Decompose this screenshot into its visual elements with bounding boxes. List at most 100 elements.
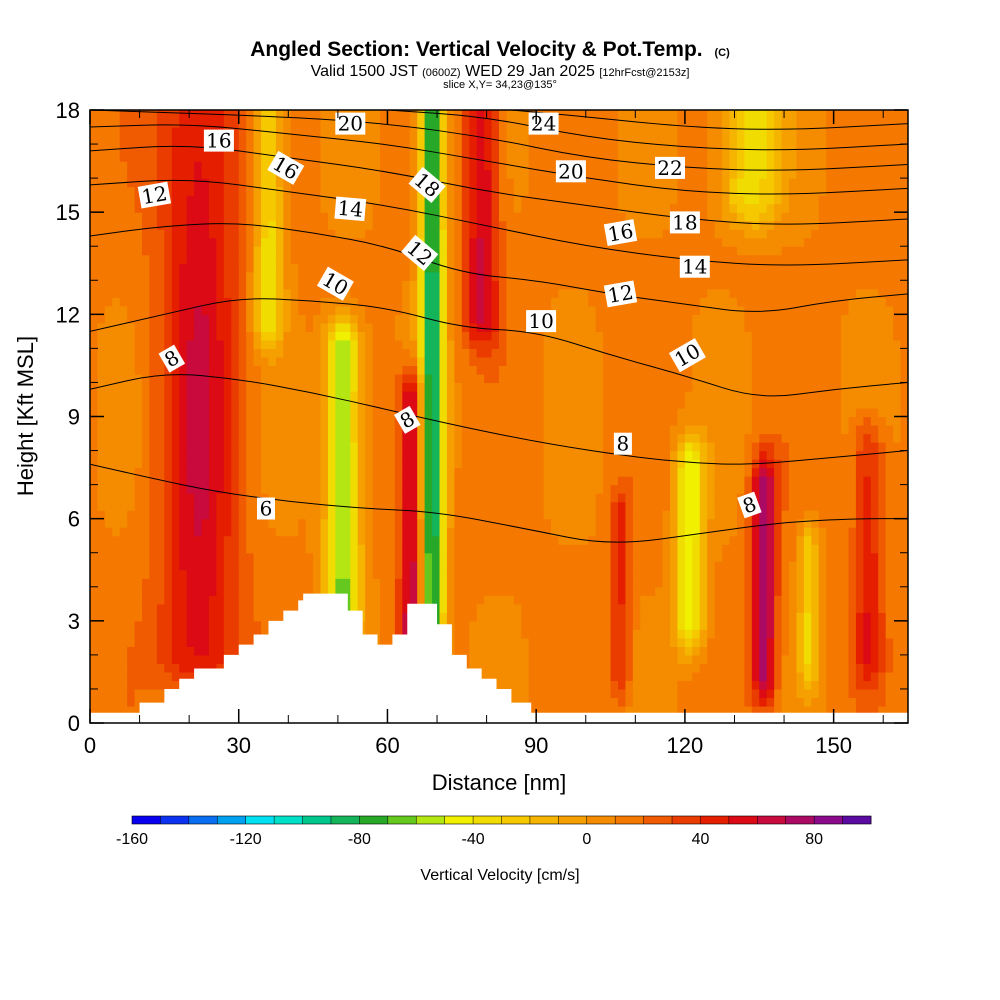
velocity-cell — [565, 339, 574, 349]
velocity-cell — [521, 697, 530, 707]
velocity-cell — [268, 118, 277, 128]
velocity-cell — [283, 459, 292, 469]
velocity-cell — [216, 331, 225, 341]
velocity-cell — [372, 390, 381, 401]
velocity-cell — [580, 510, 589, 520]
velocity-cell — [565, 373, 574, 384]
velocity-cell — [387, 390, 396, 401]
velocity-cell — [484, 637, 493, 647]
velocity-cell — [127, 169, 136, 179]
velocity-cell — [424, 450, 433, 460]
velocity-cell — [134, 263, 143, 273]
velocity-cell — [469, 356, 478, 367]
velocity-cell — [446, 603, 455, 613]
velocity-cell — [216, 510, 225, 520]
velocity-cell — [506, 561, 515, 571]
velocity-cell — [142, 654, 151, 664]
velocity-cell — [446, 390, 455, 401]
velocity-cell — [506, 493, 515, 503]
velocity-cell — [565, 322, 574, 332]
velocity-cell — [149, 390, 158, 401]
velocity-cell — [365, 127, 374, 137]
velocity-cell — [112, 135, 121, 145]
velocity-cell — [268, 433, 277, 443]
velocity-cell — [149, 110, 158, 120]
velocity-cell — [551, 654, 560, 664]
velocity-cell — [513, 169, 522, 179]
velocity-cell — [402, 544, 411, 554]
velocity-cell — [365, 229, 374, 239]
velocity-cell — [201, 118, 210, 128]
velocity-cell — [298, 586, 307, 596]
velocity-cell — [127, 510, 136, 520]
velocity-cell — [275, 476, 284, 486]
velocity-cell — [134, 110, 143, 120]
velocity-cell — [127, 552, 136, 562]
velocity-cell — [521, 110, 530, 120]
velocity-cell — [186, 501, 195, 511]
velocity-cell — [171, 493, 180, 503]
velocity-cell — [387, 288, 396, 298]
velocity-cell — [104, 561, 113, 571]
velocity-cell — [536, 356, 545, 367]
velocity-cell — [305, 416, 314, 426]
velocity-cell — [513, 382, 522, 392]
velocity-cell — [380, 459, 389, 469]
velocity-cell — [573, 595, 582, 605]
velocity-cell — [156, 144, 165, 154]
velocity-cell — [580, 586, 589, 596]
velocity-cell — [380, 161, 389, 171]
velocity-cell — [223, 450, 232, 460]
velocity-cell — [528, 629, 537, 639]
velocity-cell — [387, 501, 396, 511]
velocity-cell — [223, 637, 232, 647]
velocity-cell — [327, 552, 336, 562]
velocity-cell — [194, 178, 203, 188]
velocity-cell — [171, 612, 180, 622]
velocity-cell — [432, 161, 441, 171]
velocity-cell — [275, 527, 284, 537]
velocity-cell — [201, 186, 210, 196]
velocity-cell — [513, 646, 522, 656]
velocity-cell — [149, 552, 158, 562]
velocity-cell — [305, 552, 314, 562]
velocity-cell — [499, 654, 508, 664]
velocity-cell — [253, 212, 262, 222]
velocity-cell — [372, 476, 381, 486]
velocity-cell — [558, 527, 567, 537]
velocity-cell — [513, 620, 522, 630]
velocity-cell — [558, 152, 567, 162]
velocity-cell — [97, 127, 106, 137]
velocity-cell — [461, 561, 470, 571]
velocity-cell — [261, 561, 270, 571]
velocity-cell — [335, 586, 344, 596]
velocity-cell — [97, 425, 106, 435]
velocity-cell — [164, 510, 173, 520]
velocity-cell — [484, 671, 493, 682]
velocity-cell — [156, 569, 165, 579]
velocity-cell — [357, 348, 366, 358]
velocity-cell — [461, 467, 470, 477]
velocity-cell — [506, 620, 515, 630]
velocity-cell — [97, 416, 106, 426]
velocity-cell — [476, 399, 485, 409]
velocity-cell — [380, 450, 389, 460]
velocity-cell — [484, 110, 493, 120]
velocity-cell — [320, 561, 329, 571]
velocity-cell — [335, 578, 344, 588]
velocity-cell — [142, 271, 151, 281]
velocity-cell — [365, 280, 374, 290]
velocity-cell — [476, 365, 485, 375]
velocity-cell — [580, 212, 589, 222]
velocity-cell — [231, 110, 240, 120]
velocity-cell — [186, 433, 195, 443]
velocity-cell — [208, 288, 218, 298]
velocity-cell — [149, 161, 158, 171]
velocity-cell — [439, 561, 448, 571]
velocity-cell — [104, 161, 113, 171]
velocity-cell — [588, 407, 597, 418]
velocity-cell — [551, 459, 560, 469]
velocity-cell — [231, 229, 240, 239]
velocity-cell — [104, 314, 113, 324]
velocity-cell — [402, 297, 411, 307]
